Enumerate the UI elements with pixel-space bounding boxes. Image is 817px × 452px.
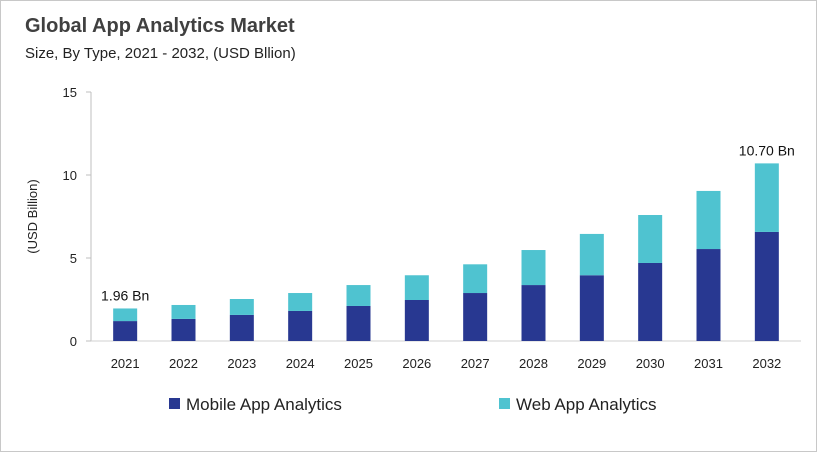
x-tick-label: 2026: [402, 356, 431, 371]
bar-web-2030: [638, 215, 663, 263]
chart-subtitle: Size, By Type, 2021 - 2032, (USD Bllion): [25, 45, 296, 62]
x-tick-label: 2029: [577, 356, 606, 371]
x-tick-label: 2021: [111, 356, 140, 371]
bar-web-2021: [113, 308, 138, 322]
y-tick-label: 15: [63, 85, 77, 100]
data-label: 1.96 Bn: [101, 287, 149, 303]
bar-web-2022: [171, 304, 196, 319]
x-tick-label: 2024: [286, 356, 315, 371]
bar-web-2024: [288, 293, 313, 311]
legend-label: Web App Analytics: [516, 395, 657, 414]
y-axis-label: (USD Billion): [25, 179, 40, 253]
bar-mobile-2028: [521, 285, 546, 341]
chart-title: Global App Analytics Market: [25, 15, 295, 37]
x-tick-label: 2028: [519, 356, 548, 371]
bar-web-2031: [696, 190, 721, 250]
bar-mobile-2031: [696, 249, 721, 341]
x-tick-label: 2032: [752, 356, 781, 371]
bar-mobile-2027: [463, 293, 488, 341]
data-label: 10.70 Bn: [739, 142, 795, 158]
bar-mobile-2025: [346, 305, 371, 341]
bar-mobile-2021: [113, 321, 138, 341]
legend-swatch: [499, 398, 510, 409]
bar-web-2028: [521, 250, 546, 286]
bar-mobile-2022: [171, 318, 196, 341]
x-tick-label: 2027: [461, 356, 490, 371]
bar-web-2032: [754, 163, 779, 232]
bar-mobile-2032: [754, 231, 779, 341]
bar-mobile-2026: [404, 299, 429, 341]
bar-mobile-2029: [579, 275, 604, 341]
x-tick-label: 2030: [636, 356, 665, 371]
bar-web-2025: [346, 285, 371, 306]
x-tick-label: 2031: [694, 356, 723, 371]
bar-web-2026: [404, 275, 429, 300]
y-tick-label: 5: [70, 251, 77, 266]
x-tick-label: 2025: [344, 356, 373, 371]
x-tick-label: 2022: [169, 356, 198, 371]
bar-web-2027: [463, 264, 488, 294]
bar-mobile-2030: [638, 262, 663, 341]
y-tick-label: 10: [63, 168, 77, 183]
bar-web-2023: [229, 299, 254, 315]
x-tick-label: 2023: [227, 356, 256, 371]
bar-mobile-2023: [229, 314, 254, 341]
legend-swatch: [169, 398, 180, 409]
bar-mobile-2024: [288, 310, 313, 341]
y-tick-label: 0: [70, 334, 77, 349]
bar-web-2029: [579, 233, 604, 276]
legend-label: Mobile App Analytics: [186, 395, 342, 414]
